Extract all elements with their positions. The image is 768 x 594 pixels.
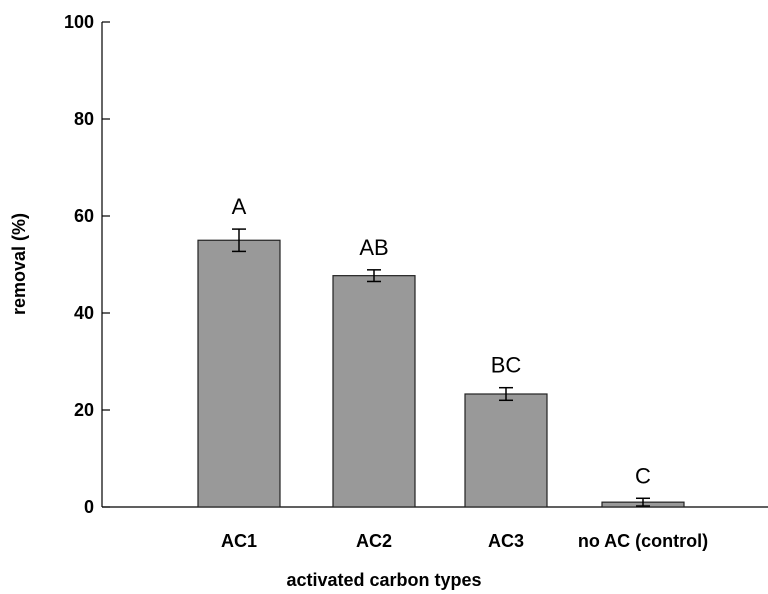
bars <box>197 239 685 508</box>
bar <box>464 393 548 508</box>
significance-label: A <box>232 194 247 219</box>
error-bars <box>232 228 650 507</box>
significance-label: C <box>635 463 651 488</box>
x-tick-label: AC2 <box>356 531 392 551</box>
bar <box>332 275 416 508</box>
x-tick-label: AC1 <box>221 531 257 551</box>
y-axis-title: removal (%) <box>9 213 29 315</box>
significance-labels: A AB BC C <box>232 194 651 488</box>
bar <box>197 239 281 508</box>
significance-label: BC <box>491 353 522 378</box>
y-tick-label: 60 <box>74 206 94 226</box>
significance-label: AB <box>359 235 388 260</box>
y-tick-label: 20 <box>74 400 94 420</box>
y-tick-label: 80 <box>74 109 94 129</box>
x-tick-labels: AC1 AC2 AC3 no AC (control) <box>221 531 708 551</box>
y-tick-label: 0 <box>84 497 94 517</box>
y-tick-label: 40 <box>74 303 94 323</box>
y-axis: 0 20 40 60 80 100 <box>64 12 110 517</box>
x-tick-label: AC3 <box>488 531 524 551</box>
y-tick-label: 100 <box>64 12 94 32</box>
x-tick-label: no AC (control) <box>578 531 708 551</box>
x-axis-title: activated carbon types <box>286 570 481 590</box>
